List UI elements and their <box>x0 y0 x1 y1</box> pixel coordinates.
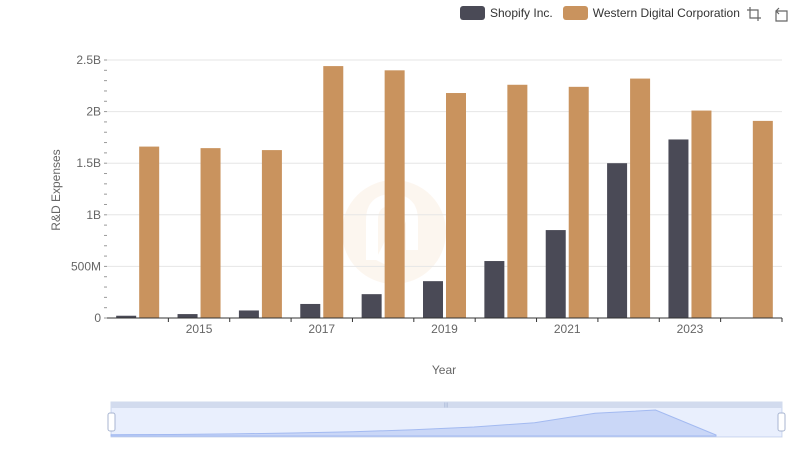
zoom-reset-icon <box>775 7 788 22</box>
legend: Shopify Inc. Western Digital Corporation <box>460 4 750 22</box>
legend-item-western-digital[interactable]: Western Digital Corporation <box>562 6 740 20</box>
zoom-select-button[interactable] <box>746 6 762 22</box>
data-zoom-grip-icon[interactable]: ||| <box>444 403 448 409</box>
legend-swatch-western-digital <box>562 6 588 20</box>
data-zoom-selected-range <box>111 408 782 437</box>
zoom-select-icon <box>747 7 761 21</box>
legend-label-western-digital: Western Digital Corporation <box>592 6 740 20</box>
data-zoom-handle-right[interactable] <box>777 412 786 432</box>
data-zoom-preview-area <box>110 409 717 437</box>
zoom-reset-button[interactable] <box>773 6 789 22</box>
legend-item-shopify[interactable]: Shopify Inc. <box>460 6 553 20</box>
legend-swatch-shopify <box>460 6 485 20</box>
data-zoom-top-bar[interactable] <box>111 402 782 408</box>
legend-label-shopify: Shopify Inc. <box>490 6 553 20</box>
data-zoom-handle-left[interactable] <box>107 412 116 432</box>
